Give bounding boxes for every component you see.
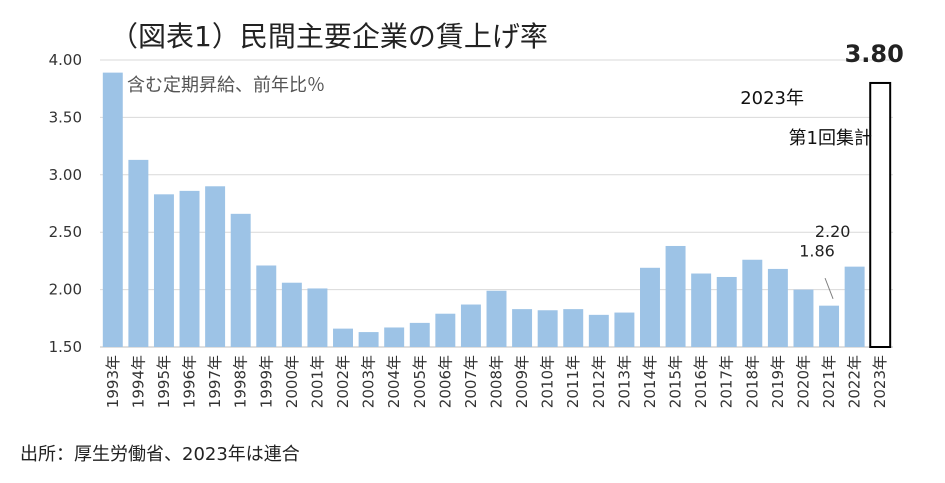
data-label: 1.86 <box>799 241 835 260</box>
bar <box>716 276 737 347</box>
annotation-first-tally: 第1回集計 <box>789 128 872 149</box>
bar <box>460 304 481 347</box>
bar <box>793 289 814 347</box>
bar <box>205 186 226 347</box>
x-tick-label: 2014年 <box>641 355 659 408</box>
bar <box>588 314 609 347</box>
bar <box>563 309 584 347</box>
bar <box>230 213 251 347</box>
x-tick-label: 2016年 <box>692 355 710 408</box>
x-tick-label: 2004年 <box>385 355 403 408</box>
bar <box>384 327 405 347</box>
bar <box>665 245 686 347</box>
bar <box>767 268 788 347</box>
y-axis-ticks: 1.50 2.00 2.50 3.00 3.50 4.00 <box>49 51 82 356</box>
x-tick-label: 2013年 <box>615 355 633 408</box>
bar <box>640 267 660 347</box>
x-tick-label: 2020年 <box>794 355 812 408</box>
x-tick-label: 2005年 <box>411 355 429 408</box>
y-tick-label: 2.00 <box>49 281 82 299</box>
annotation-2023-year: 2023年 <box>740 88 804 109</box>
bar <box>435 313 456 347</box>
bar <box>307 288 328 347</box>
x-tick-label: 2000年 <box>283 355 301 408</box>
x-tick-label: 2008年 <box>488 355 506 408</box>
bar <box>256 265 277 347</box>
x-tick-label: 2001年 <box>308 355 326 408</box>
x-tick-label: 2003年 <box>360 355 378 408</box>
bar <box>102 72 123 348</box>
x-tick-label: 2023年 <box>871 355 889 408</box>
data-label-highlight: 3.80 <box>845 40 904 68</box>
x-tick-label: 2010年 <box>539 355 557 408</box>
bar <box>537 310 558 347</box>
bar <box>819 305 840 347</box>
bar-highlight <box>869 81 892 349</box>
x-tick-label: 2015年 <box>667 355 685 408</box>
x-tick-label: 2009年 <box>513 355 531 408</box>
bar <box>333 328 353 347</box>
x-tick-label: 2017年 <box>718 355 736 408</box>
x-tick-label: 2006年 <box>436 355 454 408</box>
bar <box>281 282 302 347</box>
x-tick-label: 1996年 <box>181 355 199 408</box>
bars <box>102 72 892 349</box>
leader-line <box>824 277 834 299</box>
bar <box>179 190 200 347</box>
bar <box>358 332 379 347</box>
x-tick-label: 1995年 <box>155 355 173 408</box>
source-note: 出所：厚生労働省、2023年は連合 <box>20 444 300 465</box>
y-tick-label: 3.00 <box>49 166 82 184</box>
bar <box>486 290 507 347</box>
data-label: 2.20 <box>815 222 851 241</box>
x-tick-label: 2018年 <box>743 355 761 408</box>
x-tick-label: 2002年 <box>334 355 352 408</box>
x-tick-label: 1993年 <box>104 355 122 408</box>
bar <box>153 194 174 347</box>
x-tick-label: 1994年 <box>129 355 147 408</box>
x-tick-label: 1998年 <box>232 355 250 408</box>
chart-title: （図表1）民間主要企業の賃上げ率 <box>110 20 548 53</box>
x-tick-label: 2022年 <box>846 355 864 408</box>
bar <box>844 266 865 347</box>
y-tick-label: 3.50 <box>49 108 82 126</box>
x-tick-label: 2019年 <box>769 355 787 408</box>
bar <box>742 259 763 347</box>
x-tick-label: 2007年 <box>462 355 480 408</box>
bar <box>614 312 635 347</box>
y-tick-label: 4.00 <box>49 51 82 69</box>
bar <box>128 159 149 347</box>
x-tick-label: 2011年 <box>564 355 582 408</box>
y-tick-label: 1.50 <box>49 338 82 356</box>
x-axis-ticks: 1993年 1994年 1995年 1996年 1997年 1998年 1999年 2000年… <box>104 355 889 408</box>
bar <box>691 273 712 347</box>
bar <box>409 322 430 347</box>
data-labels: 1.862.20 3.80 <box>799 40 904 299</box>
x-tick-label: 1997年 <box>206 355 224 408</box>
x-tick-label: 2012年 <box>590 355 608 408</box>
chart-note: 含む定期昇給、前年比％ <box>127 75 325 96</box>
x-tick-label: 2021年 <box>820 355 838 408</box>
y-tick-label: 2.50 <box>49 223 82 241</box>
x-tick-label: 1999年 <box>257 355 275 408</box>
bar <box>512 309 533 347</box>
